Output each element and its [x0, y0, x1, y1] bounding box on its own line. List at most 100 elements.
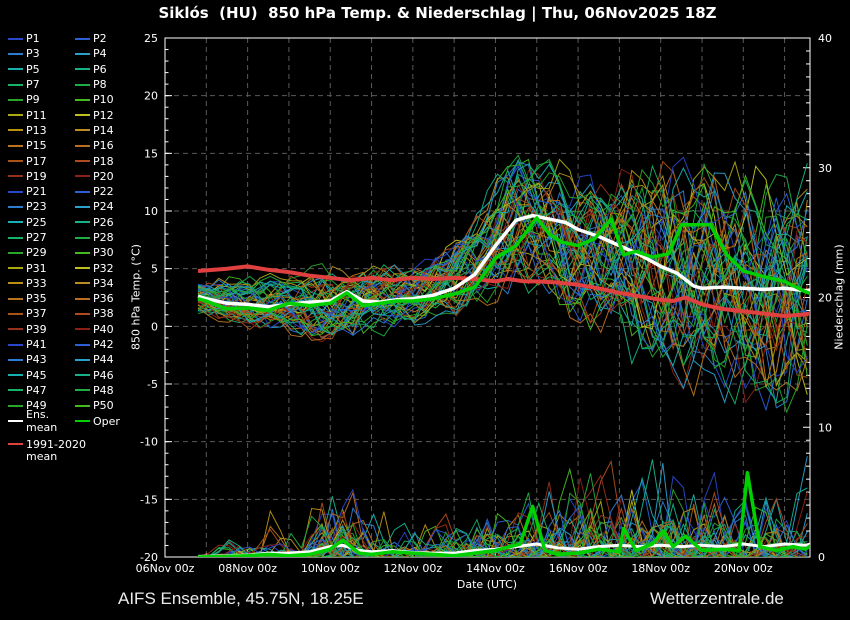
legend-row: P17 P18	[8, 153, 120, 168]
oper-precip-line	[197, 470, 810, 557]
legend-row: P45 P46	[8, 368, 120, 383]
legend-label: P46	[93, 368, 114, 382]
legend-swatch	[8, 175, 23, 178]
legend-item-p25: P25	[8, 216, 75, 229]
legend-item-p24: P24	[75, 200, 114, 213]
axis-tick-labels: 25 20 15 10 5 0 -5 -10 -15 -20 40 30 20 10 0 06Nov 00z 0…	[136, 32, 832, 575]
legend-label: P9	[26, 93, 40, 107]
svg-text:20: 20	[144, 90, 158, 103]
legend-label: P23	[26, 200, 47, 214]
legend-swatch	[8, 37, 23, 40]
legend-row: P21 P22	[8, 184, 120, 199]
legend-label: P16	[93, 139, 114, 153]
legend-label: P17	[26, 154, 47, 168]
axis-ticks	[164, 37, 810, 558]
legend-swatch	[75, 129, 90, 132]
svg-text:08Nov 00z: 08Nov 00z	[218, 562, 277, 575]
legend-item-p30: P30	[75, 246, 114, 259]
legend-label: P20	[93, 169, 114, 183]
legend-item-p16: P16	[75, 139, 114, 152]
legend-swatch	[75, 190, 90, 193]
legend-item-p39: P39	[8, 323, 75, 336]
ens-mean-temp-line	[197, 213, 810, 309]
grid-lines	[165, 38, 810, 557]
legend-label: Ens. mean	[26, 408, 58, 435]
legend-item-p36: P36	[75, 292, 114, 305]
legend-swatch	[8, 343, 23, 346]
legend-swatch	[75, 98, 90, 101]
legend-label: P6	[93, 62, 107, 76]
legend-swatch	[8, 221, 23, 224]
legend-row: P37 P38	[8, 306, 120, 321]
legend-label: P42	[93, 338, 114, 352]
legend-swatch	[8, 251, 23, 254]
legend-label: P13	[26, 123, 47, 137]
legend-label: P15	[26, 139, 47, 153]
x-axis-title: Date (UTC)	[456, 578, 518, 591]
legend-label: P31	[26, 261, 47, 275]
legend: P1 P2 P3 P4 P5 P6 P7 P8 P9 P10 P11 P12 P13 P14 P15 P16 P…	[8, 31, 120, 463]
legend-label: Oper	[93, 414, 120, 428]
legend-swatch	[8, 404, 23, 407]
legend-swatch	[75, 374, 90, 377]
legend-row: P7 P8	[8, 77, 120, 92]
legend-row: P11 P12	[8, 107, 120, 122]
y-right-axis-title: Niederschlag (mm)	[832, 244, 846, 350]
legend-item-p28: P28	[75, 231, 114, 244]
legend-item-p48: P48	[75, 384, 114, 397]
legend-row: P47 P48	[8, 383, 120, 398]
y-left-axis-title: 850 hPa Temp. (°C)	[129, 244, 143, 350]
legend-row: P29 P30	[8, 245, 120, 260]
legend-swatch	[8, 358, 23, 361]
legend-item-oper: Oper	[75, 415, 120, 428]
legend-swatch	[75, 404, 90, 407]
legend-label: P36	[93, 292, 114, 306]
legend-swatch	[75, 358, 90, 361]
svg-text:-20: -20	[140, 551, 158, 564]
legend-swatch	[8, 328, 23, 331]
legend-row: P49 P50	[8, 398, 120, 413]
legend-row: P35 P36	[8, 291, 120, 306]
legend-item-p34: P34	[75, 277, 114, 290]
legend-label: P47	[26, 383, 47, 397]
svg-text:20: 20	[818, 292, 832, 305]
legend-row: P5 P6	[8, 62, 120, 77]
legend-item-p15: P15	[8, 139, 75, 152]
legend-item-p12: P12	[75, 109, 114, 122]
legend-swatch	[8, 68, 23, 71]
legend-swatch	[75, 175, 90, 178]
legend-swatch	[8, 205, 23, 208]
legend-label: P27	[26, 231, 47, 244]
legend-row: P1 P2	[8, 31, 120, 46]
legend-label: P44	[93, 353, 114, 367]
legend-swatch	[75, 297, 90, 300]
legend-swatch	[75, 282, 90, 285]
legend-label: P25	[26, 215, 47, 229]
legend-row: P23 P24	[8, 199, 120, 214]
legend-row: P41 P42	[8, 337, 120, 352]
svg-text:20Nov 00z: 20Nov 00z	[714, 562, 773, 575]
legend-label: P2	[93, 32, 107, 46]
svg-text:-5: -5	[147, 378, 158, 391]
legend-swatch	[8, 114, 23, 117]
legend-label: P34	[93, 276, 114, 290]
legend-item-climate-mean: 1991-2020 mean	[8, 438, 120, 463]
svg-text:10: 10	[144, 205, 158, 218]
legend-label: P37	[26, 307, 47, 321]
legend-swatch	[75, 83, 90, 86]
svg-text:5: 5	[151, 263, 158, 276]
legend-swatch	[75, 114, 90, 117]
legend-swatch	[8, 374, 23, 377]
svg-text:40: 40	[818, 32, 832, 45]
legend-item-p49: P49	[8, 399, 75, 412]
legend-item-p4: P4	[75, 47, 107, 60]
legend-item-p41: P41	[8, 338, 75, 351]
legend-swatch	[75, 160, 90, 163]
legend-label: P26	[93, 215, 114, 229]
legend-swatch	[8, 389, 23, 392]
legend-swatch	[8, 190, 23, 193]
legend-label: P24	[93, 200, 114, 214]
legend-item-p21: P21	[8, 185, 75, 198]
legend-item-p23: P23	[8, 200, 75, 213]
